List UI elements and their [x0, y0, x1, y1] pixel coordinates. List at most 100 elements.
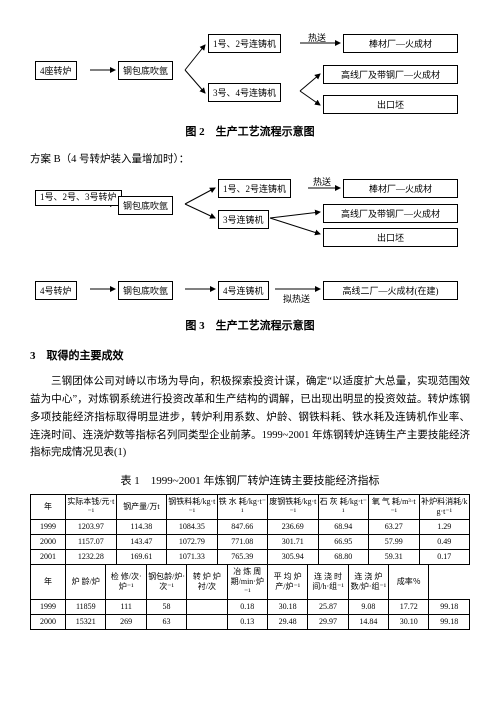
table-header: 氧 气 耗/m³·t⁻¹ — [369, 495, 419, 520]
table-cell: 1232.28 — [66, 550, 116, 565]
table-header: 铁 水 耗/kg·t⁻¹ — [217, 495, 267, 520]
table-cell — [187, 600, 227, 615]
flow1-caption: 图 2 生产工艺流程示意图 — [30, 123, 470, 139]
flow1-node-argon: 钢包底吹氩 — [118, 61, 173, 80]
section-3-para: 三钢团体公司对峙以市场为导向，积极探索投资计谋，确定“以适度扩大总量，实现范围效… — [30, 373, 470, 462]
table-cell: 9.08 — [348, 600, 388, 615]
flow2-node-furnace4: 4号转炉 — [35, 281, 77, 300]
table-header: 平 均 炉 产/炉⁻¹ — [267, 565, 307, 600]
table-caption: 表 1 1999~2001 年炼钢厂转炉连铸主要技能经济指标 — [30, 472, 470, 488]
table-cell: 2000 — [31, 535, 66, 550]
table-cell: 0.18 — [227, 600, 267, 615]
table-2: 年炉 龄/炉检 修/次·炉⁻¹钢包龄/炉·次⁻¹转 炉 炉 衬/次冶 炼 周 期… — [30, 564, 470, 630]
table-header: 钢铁料耗/kg·t⁻¹ — [167, 495, 217, 520]
table-cell: 66.95 — [318, 535, 368, 550]
table-header: 成率％ — [389, 565, 429, 600]
table-cell: 99.18 — [429, 600, 470, 615]
flow2-label-planned: 拟热送 — [283, 292, 310, 305]
flow2-node-argon1: 钢包底吹氩 — [118, 196, 173, 215]
table-cell: 57.99 — [369, 535, 419, 550]
flow2-node-caster4: 4号连铸机 — [218, 281, 269, 300]
table-header: 年 — [31, 495, 66, 520]
table-cell: 1999 — [31, 600, 66, 615]
flow2-caption: 图 3 生产工艺流程示意图 — [30, 317, 470, 333]
table-cell: 1157.07 — [66, 535, 116, 550]
table-header: 冶 炼 周 期/min·炉⁻¹ — [227, 565, 267, 600]
table-cell: 29.97 — [308, 615, 348, 630]
table-header: 废钢铁耗/kg·t⁻¹ — [268, 495, 318, 520]
flow2-node-billet: 出口坯 — [323, 228, 458, 247]
table-cell: 15321 — [66, 615, 106, 630]
table-header: 钢包龄/炉·次⁻¹ — [146, 565, 186, 600]
table-cell: 30.18 — [267, 600, 307, 615]
flow1-node-caster34: 3号、4号连铸机 — [208, 83, 281, 102]
table-row: 20011232.28169.611071.33765.39305.9468.8… — [31, 550, 470, 565]
flow2-node-bar: 棒材厂—火成材 — [343, 179, 458, 198]
flow1-node-caster12: 1号、2号连铸机 — [208, 34, 281, 53]
flowchart-2: 1号、2号、3号转炉 钢包底吹氩 1号、2号连铸机 3号连铸机 热送 棒材厂—火… — [30, 174, 470, 309]
table-cell: 68.94 — [318, 520, 368, 535]
flow2-node-argon2: 钢包底吹氩 — [118, 281, 173, 300]
table-cell: 58 — [146, 600, 186, 615]
table-cell: 1072.79 — [167, 535, 217, 550]
table-cell: 236.69 — [268, 520, 318, 535]
table-cell: 25.87 — [308, 600, 348, 615]
table-cell: 2000 — [31, 615, 66, 630]
table-cell: 59.31 — [369, 550, 419, 565]
table-cell: 17.72 — [389, 600, 429, 615]
table-header: 转 炉 炉 衬/次 — [187, 565, 227, 600]
table-cell: 30.10 — [389, 615, 429, 630]
table-cell: 143.47 — [116, 535, 166, 550]
flowchart-1: 4座转炉 钢包底吹氩 1号、2号连铸机 3号、4号连铸机 热送 棒材厂—火成材 … — [30, 25, 470, 115]
table-cell: 63.27 — [369, 520, 419, 535]
table-cell: 14.84 — [348, 615, 388, 630]
flow2-node-wire2: 高线二厂—火成材(在建) — [323, 281, 458, 300]
flow1-node-billet: 出口坯 — [323, 95, 458, 114]
table-cell: 765.39 — [217, 550, 267, 565]
table-header: 检 修/次·炉⁻¹ — [106, 565, 146, 600]
table-cell: 99.18 — [429, 615, 470, 630]
table-cell: 169.61 — [116, 550, 166, 565]
table-cell: 1999 — [31, 520, 66, 535]
table-cell: 1203.97 — [66, 520, 116, 535]
table-header: 炉 龄/炉 — [66, 565, 106, 600]
flow1-node-wire: 高线厂及带钢厂—火成材 — [323, 65, 458, 84]
flow2-node-caster12: 1号、2号连铸机 — [218, 179, 291, 198]
table-header: 年 — [31, 565, 66, 600]
plan-b-text: 方案 B（4 号转炉装入量增加时）： — [30, 151, 470, 166]
table-cell: 68.80 — [318, 550, 368, 565]
table-header: 补炉料消耗/kg·t⁻¹ — [419, 495, 470, 520]
flow2-node-furnace123: 1号、2号、3号转炉 — [35, 190, 122, 206]
table-cell: 305.94 — [268, 550, 318, 565]
table-cell: 2001 — [31, 550, 66, 565]
table-row: 19991203.97114.381084.35847.66236.6968.9… — [31, 520, 470, 535]
table-row: 20001532126963 0.1329.4829.9714.8430.1099… — [31, 615, 470, 630]
table-header: 石 灰 耗/kg·t⁻¹ — [318, 495, 368, 520]
section-3-title: 3 取得的主要成效 — [30, 347, 470, 363]
table-cell: 114.38 — [116, 520, 166, 535]
table-header: 连 浇 时 间/h·组⁻¹ — [308, 565, 348, 600]
table-cell: 1084.35 — [167, 520, 217, 535]
flow2-label-hot: 热送 — [313, 175, 331, 188]
table-cell: 0.17 — [419, 550, 470, 565]
table-cell: 847.66 — [217, 520, 267, 535]
table-header: 连 浇 炉 数/炉·组⁻¹ — [348, 565, 388, 600]
table-cell: 301.71 — [268, 535, 318, 550]
table-cell: 1071.33 — [167, 550, 217, 565]
flow1-node-furnace: 4座转炉 — [35, 61, 77, 80]
table-cell: 269 — [106, 615, 146, 630]
table-cell: 111 — [106, 600, 146, 615]
table-row: 20001157.07143.471072.79771.08301.7166.9… — [31, 535, 470, 550]
table-cell: 63 — [146, 615, 186, 630]
table-cell: 771.08 — [217, 535, 267, 550]
table-header: 实际本钱/元·t⁻¹ — [66, 495, 116, 520]
table-1: 年实际本钱/元·t⁻¹钢产量/万t钢铁料耗/kg·t⁻¹铁 水 耗/kg·t⁻¹… — [30, 494, 470, 565]
table-cell — [187, 615, 227, 630]
table-cell: 1.29 — [419, 520, 470, 535]
table-cell: 0.13 — [227, 615, 267, 630]
flow2-node-furnace123-label: 1号、2号、3号转炉 — [40, 192, 117, 202]
table-cell: 29.48 — [267, 615, 307, 630]
flow2-node-wire: 高线厂及带钢厂—火成材 — [323, 204, 458, 223]
table-header: 钢产量/万t — [116, 495, 166, 520]
flow1-node-bar: 棒材厂—火成材 — [343, 34, 458, 53]
